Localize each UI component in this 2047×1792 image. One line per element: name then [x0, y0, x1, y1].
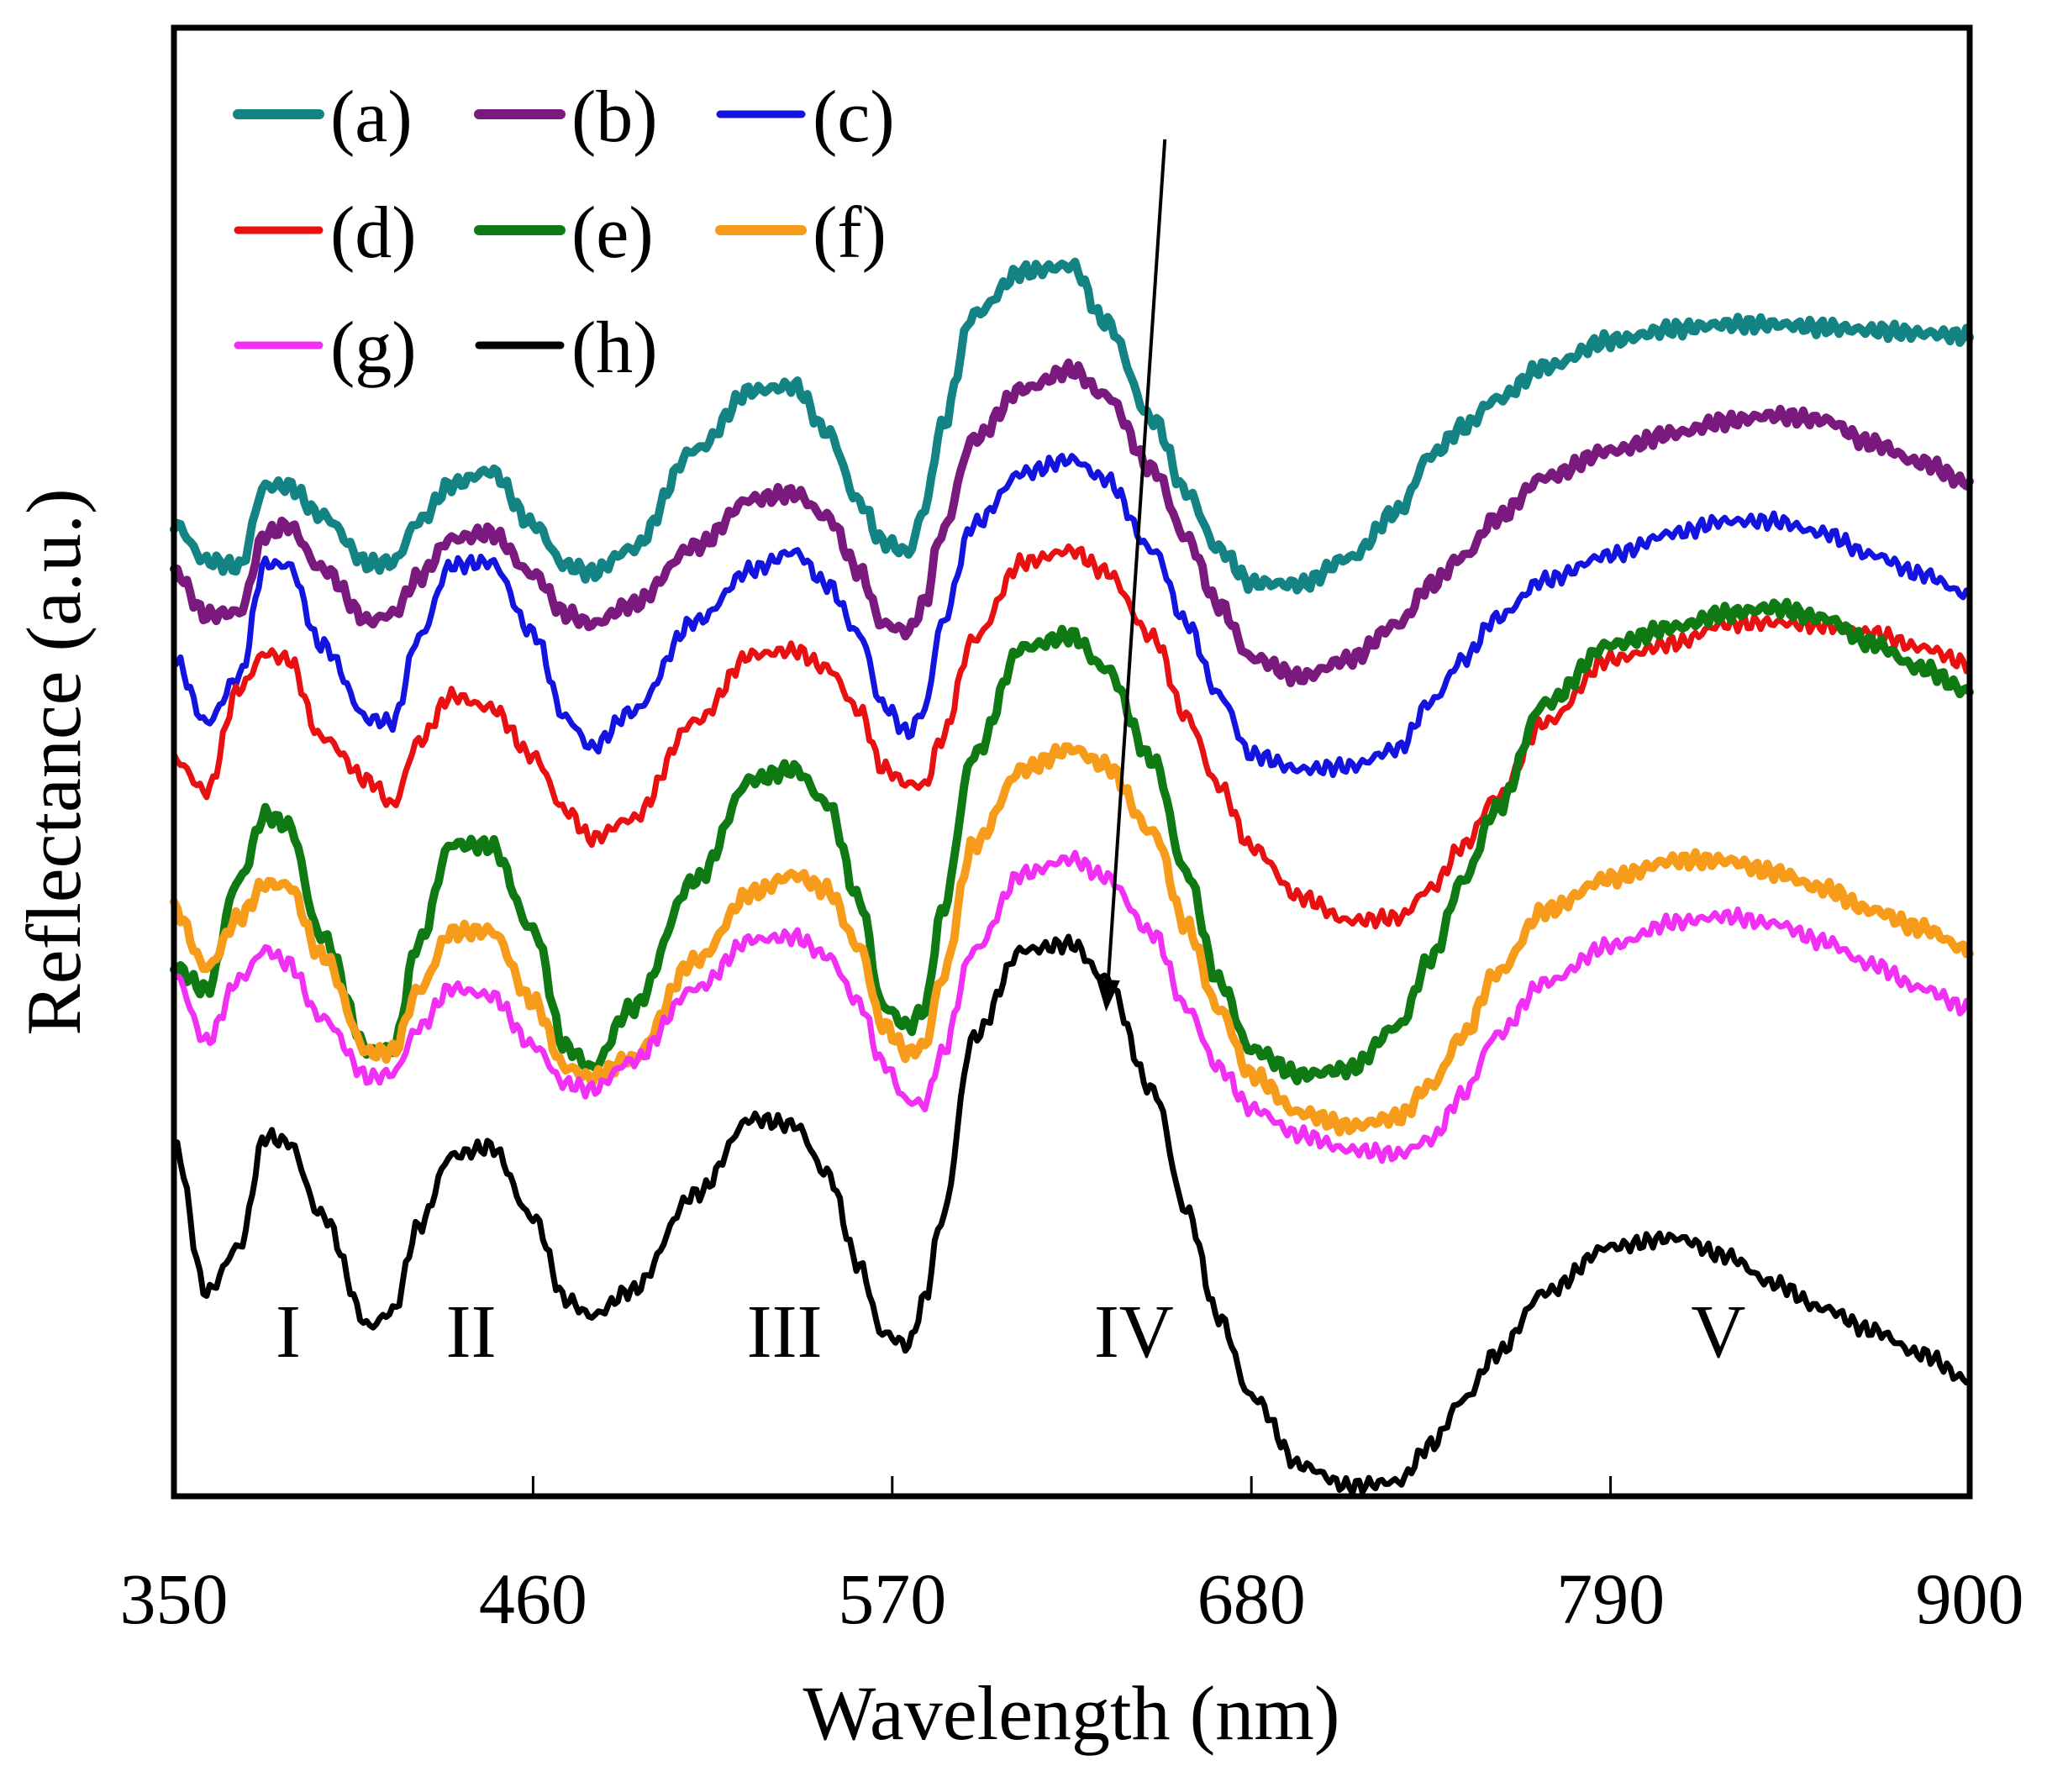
y-axis-title: Reflectance (a.u.) — [11, 488, 97, 1035]
trend-arrow-shaft — [1106, 139, 1167, 980]
legend-label-c: (c) — [813, 76, 895, 158]
legend-label-h: (h) — [571, 307, 658, 389]
legend-label-d: (d) — [330, 192, 417, 274]
annotation-layer: I II III IV V — [276, 139, 1745, 1374]
plot-frame — [171, 24, 1973, 1500]
series-layer — [170, 257, 1974, 1496]
x-axis-title: Wavelength (nm) — [803, 1670, 1340, 1756]
series-f-line — [170, 742, 1974, 1137]
legend-label-e: (e) — [571, 192, 654, 274]
x-tick-label: 900 — [1916, 1558, 2024, 1639]
series-c-line — [171, 453, 1973, 779]
legend-label-b: (b) — [571, 76, 658, 158]
series-g-line — [171, 849, 1973, 1164]
legend-label-a: (a) — [330, 76, 413, 158]
series-h-line — [171, 933, 1973, 1496]
x-axis-ticks: 350 460 570 680 790 900 — [120, 1476, 2024, 1639]
x-tick-label: 570 — [838, 1558, 946, 1639]
series-b-line — [170, 358, 1974, 687]
peak-label-ii: II — [446, 1290, 497, 1374]
x-tick-label: 350 — [120, 1558, 229, 1639]
x-tick-label: 460 — [479, 1558, 587, 1639]
series-d-line — [171, 543, 1973, 930]
legend-label-f: (f) — [813, 192, 887, 274]
peak-label-iii: III — [747, 1290, 823, 1374]
trend-arrow-head — [1096, 979, 1120, 1012]
x-tick-label: 790 — [1556, 1558, 1665, 1639]
peak-label-v: V — [1691, 1290, 1745, 1374]
peak-label-iv: IV — [1094, 1290, 1174, 1374]
series-e-line — [170, 597, 1974, 1085]
peak-label-i: I — [276, 1290, 301, 1374]
series-a-line — [170, 257, 1974, 595]
legend-label-g: (g) — [330, 307, 417, 389]
legend: (a) (b) (c) (d) (e) (f) (g) (h) — [233, 76, 895, 389]
x-tick-label: 680 — [1197, 1558, 1306, 1639]
